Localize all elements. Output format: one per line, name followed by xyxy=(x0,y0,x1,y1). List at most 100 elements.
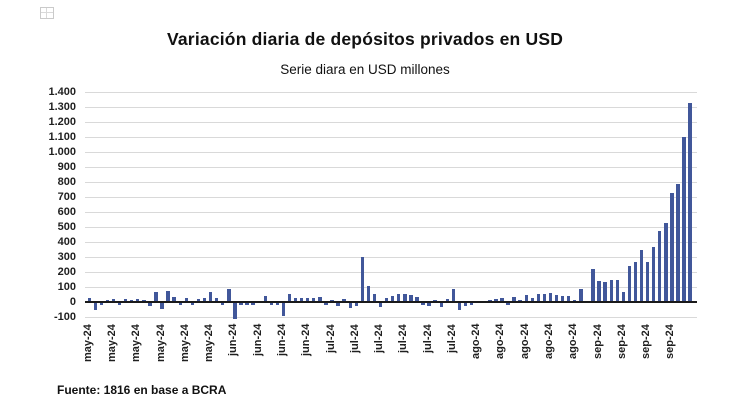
bar xyxy=(591,269,595,302)
bar xyxy=(336,303,340,306)
y-gridline xyxy=(85,317,697,318)
x-axis-label: may-24 xyxy=(178,324,191,362)
y-axis-label: -100 xyxy=(53,311,76,323)
bar xyxy=(366,285,371,302)
bar xyxy=(330,299,334,302)
x-axis-label: jul-24 xyxy=(421,324,434,353)
bar xyxy=(214,297,219,302)
bar xyxy=(567,296,571,302)
bar xyxy=(293,297,298,302)
y-gridline xyxy=(85,92,697,93)
y-axis-label: 100 xyxy=(57,281,76,293)
bar xyxy=(488,299,492,302)
x-axis-label: ago-24 xyxy=(543,324,556,360)
bar xyxy=(354,303,358,306)
y-gridline xyxy=(85,182,697,183)
bar xyxy=(560,296,565,302)
bar xyxy=(360,257,365,302)
bar xyxy=(318,297,322,302)
bar xyxy=(645,262,650,302)
bar xyxy=(676,183,680,302)
bar xyxy=(524,295,528,302)
bar xyxy=(652,247,656,302)
bar xyxy=(415,296,419,302)
bar xyxy=(427,303,431,306)
bar xyxy=(506,303,510,306)
bar xyxy=(421,303,425,306)
bar xyxy=(403,293,407,302)
x-axis-label: jul-24 xyxy=(445,324,458,353)
placeholder-grid-icon xyxy=(40,7,54,19)
y-gridline xyxy=(85,227,697,228)
bar xyxy=(154,292,158,302)
bar xyxy=(409,295,413,302)
bar xyxy=(457,303,462,310)
x-axis-label: sep-24 xyxy=(640,324,653,359)
bar xyxy=(627,266,632,302)
x-axis-label: may-24 xyxy=(203,324,216,362)
bar xyxy=(445,299,450,302)
x-axis-label: sep-24 xyxy=(664,324,677,359)
bar xyxy=(664,222,668,302)
x-axis-label: ago-24 xyxy=(518,324,531,360)
y-axis-label: 1.000 xyxy=(48,146,76,158)
bar xyxy=(391,296,395,302)
bar xyxy=(342,299,346,302)
bar xyxy=(530,297,534,302)
x-axis-label: jul-24 xyxy=(324,324,337,353)
x-axis-label: sep-24 xyxy=(591,324,604,359)
y-gridline xyxy=(85,137,697,138)
bar xyxy=(451,288,456,302)
y-gridline xyxy=(85,272,697,273)
bar xyxy=(148,303,152,306)
y-gridline xyxy=(85,122,697,123)
bar xyxy=(439,303,443,307)
bar xyxy=(554,295,559,302)
x-axis-label: jul-24 xyxy=(397,324,410,353)
x-axis-label: jun-24 xyxy=(275,324,288,357)
y-gridline xyxy=(85,242,697,243)
bar xyxy=(281,303,286,316)
x-axis-label: jun-24 xyxy=(227,324,240,357)
bar xyxy=(196,299,201,302)
bar xyxy=(494,299,498,302)
y-axis-label: 800 xyxy=(57,176,76,188)
y-gridline xyxy=(85,287,697,288)
x-axis-label: jul-24 xyxy=(373,324,386,353)
bar xyxy=(275,303,280,305)
x-axis-label: ago-24 xyxy=(494,324,507,360)
bar xyxy=(172,296,176,302)
bar xyxy=(548,293,553,302)
bar xyxy=(615,280,619,302)
bar xyxy=(500,298,504,302)
x-axis-label: jun-24 xyxy=(251,324,264,357)
bar xyxy=(87,297,91,302)
y-axis-label: 700 xyxy=(57,191,76,203)
source-note: Fuente: 1816 en base a BCRA xyxy=(57,383,227,397)
bar xyxy=(99,303,104,306)
bar xyxy=(397,293,401,302)
y-axis-label: 1.400 xyxy=(48,86,76,98)
bar xyxy=(621,291,626,302)
y-axis-label: 1.100 xyxy=(48,131,76,143)
bar xyxy=(670,193,674,302)
bar xyxy=(469,303,474,305)
bar xyxy=(573,299,577,302)
bar xyxy=(348,303,352,309)
bar xyxy=(324,303,328,305)
bar xyxy=(372,293,377,302)
bar xyxy=(597,281,601,302)
bar xyxy=(542,293,547,302)
y-axis-label: 900 xyxy=(57,161,76,173)
y-axis-label: 1.300 xyxy=(48,101,76,113)
bar xyxy=(658,230,662,302)
bar xyxy=(123,298,128,302)
bar xyxy=(603,281,607,302)
bar xyxy=(233,303,237,319)
bar xyxy=(136,299,140,302)
bar xyxy=(299,297,304,302)
y-gridline xyxy=(85,167,697,168)
x-axis-label: may-24 xyxy=(81,324,94,362)
bar xyxy=(111,299,116,302)
bar xyxy=(688,102,692,302)
